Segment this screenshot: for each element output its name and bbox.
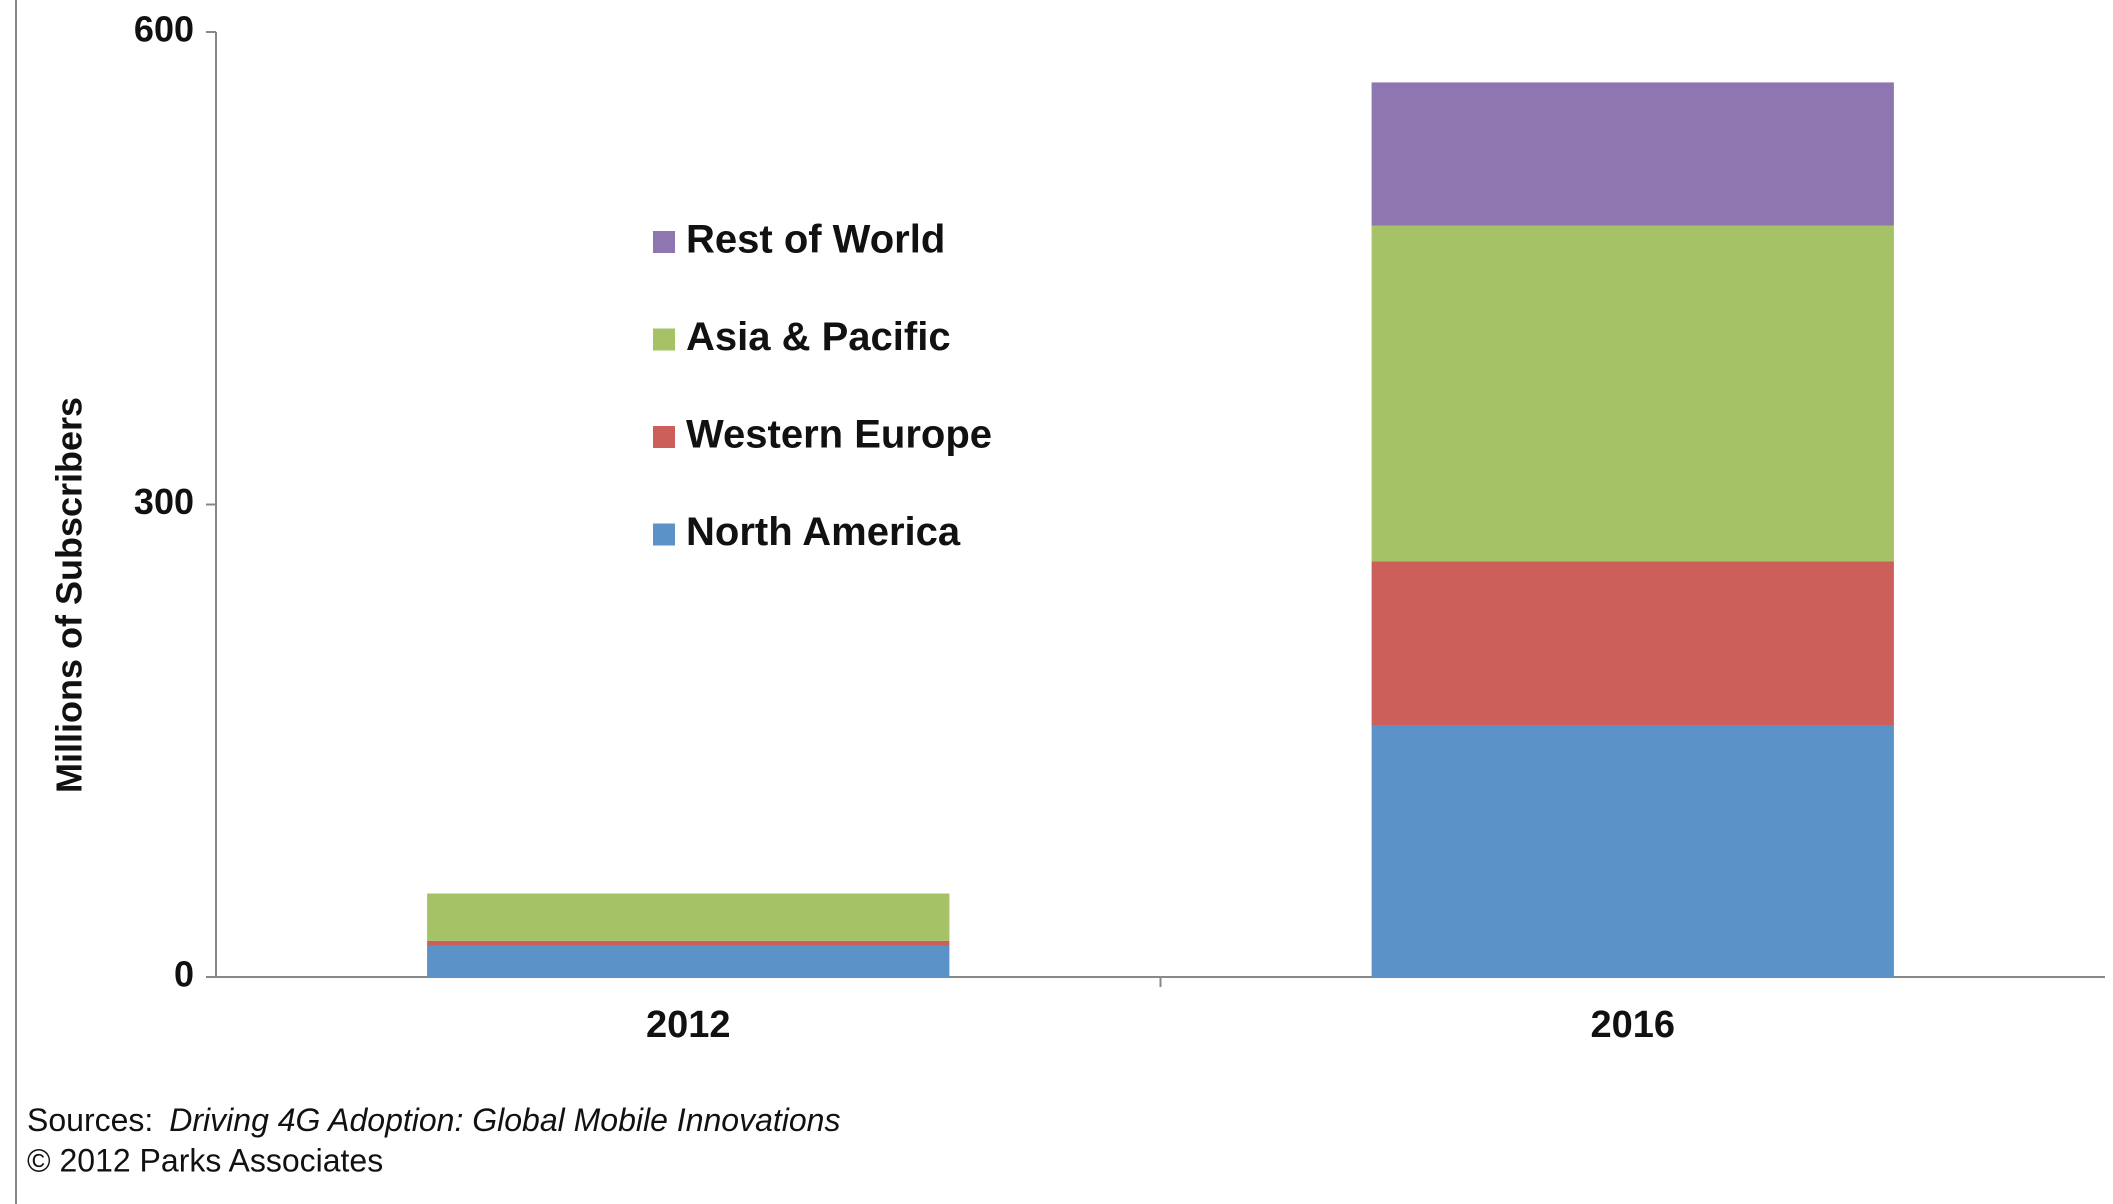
legend-swatch bbox=[653, 231, 675, 253]
bar-segment bbox=[1371, 82, 1894, 226]
copyright: © 2012 Parks Associates bbox=[27, 1142, 383, 1178]
source-title: Driving 4G Adoption: Global Mobile Innov… bbox=[169, 1102, 840, 1138]
legend-swatch bbox=[653, 523, 675, 546]
x-tick-label: 2016 bbox=[1590, 1004, 1675, 1046]
x-tick-label: 2012 bbox=[646, 1004, 731, 1046]
bar-segment bbox=[1371, 561, 1894, 725]
legend-label: Asia & Pacific bbox=[686, 315, 951, 359]
legend-label: Rest of World bbox=[686, 218, 945, 262]
y-tick-label: 600 bbox=[134, 9, 194, 50]
y-axis-label: Millions of Subscribers bbox=[49, 397, 90, 793]
y-tick-label: 300 bbox=[134, 481, 194, 522]
source-label: Sources: bbox=[27, 1102, 153, 1138]
legend-swatch bbox=[653, 328, 675, 351]
legend-label: Western Europe bbox=[686, 413, 992, 457]
legend-label: North America bbox=[686, 510, 961, 554]
y-tick-label: 0 bbox=[174, 954, 194, 995]
source-text: Sources: Driving 4G Adoption: Global Mobi… bbox=[27, 1102, 840, 1138]
bar-segment bbox=[1371, 725, 1894, 977]
bar-segment bbox=[427, 893, 950, 941]
bar-segment bbox=[1371, 225, 1894, 562]
bar-segment bbox=[427, 945, 950, 977]
legend-swatch bbox=[653, 426, 675, 448]
bar-segment bbox=[427, 940, 950, 946]
